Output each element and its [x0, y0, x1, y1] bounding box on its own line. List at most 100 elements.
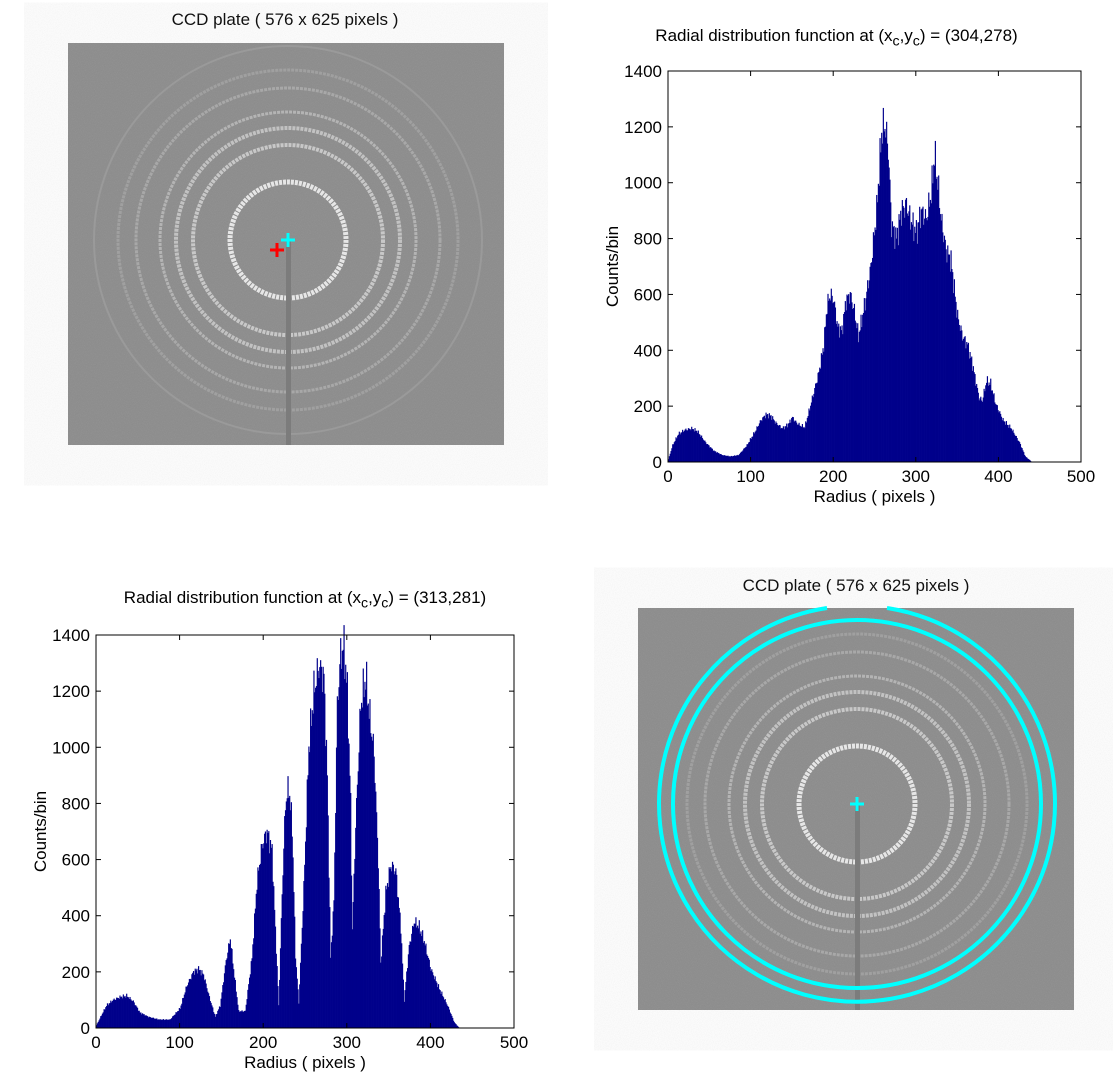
histogram-bar [747, 444, 749, 462]
histogram-bar [792, 417, 794, 462]
histogram-bar [451, 1015, 453, 1028]
histogram-bar [749, 438, 751, 462]
histogram-bar [991, 390, 993, 462]
histogram-bar [264, 831, 267, 1028]
histogram-bar [349, 775, 351, 1028]
histogram-bar [255, 893, 257, 1028]
histogram-bar [218, 1009, 220, 1028]
histogram-bar [790, 422, 792, 462]
histogram-bar [1010, 428, 1012, 462]
histogram-bar [289, 810, 292, 1028]
histogram-bar [129, 996, 131, 1028]
histogram-bar [186, 986, 188, 1028]
histogram-bar [103, 1009, 105, 1028]
histogram-bar [802, 427, 804, 462]
histogram-bar [246, 999, 248, 1028]
histogram-bar [864, 310, 866, 462]
histogram-bar [328, 877, 330, 1028]
histogram-bar [136, 1006, 138, 1028]
x-tick-label: 500 [500, 1033, 528, 1052]
histogram-bar [160, 1020, 162, 1028]
detected-center-marker [270, 243, 284, 257]
histogram-bar [859, 330, 861, 462]
histogram-bar [948, 254, 951, 462]
histogram-bar [674, 440, 676, 462]
histogram-bar [956, 317, 958, 462]
histogram-bar [714, 451, 716, 462]
histogram-bar [244, 1010, 246, 1028]
histogram-bar [1022, 450, 1024, 462]
histogram-bar [257, 867, 259, 1028]
histogram-bar [838, 337, 841, 462]
histogram-bar [187, 985, 189, 1028]
histogram-bar [673, 442, 675, 462]
histogram-bar [788, 422, 790, 462]
histogram-bar [872, 257, 874, 462]
histogram-bar [101, 1015, 103, 1028]
histogram-bar [803, 426, 805, 462]
histogram-bar [417, 925, 419, 1028]
histogram-bar [221, 992, 223, 1028]
histogram-bar [219, 1006, 221, 1028]
histogram-bar [995, 404, 997, 462]
title-prefix: Radial distribution function at (x [655, 26, 893, 45]
histogram-bar [958, 324, 960, 462]
histogram-bar [734, 455, 736, 462]
histogram-bar [997, 410, 999, 462]
histogram-bar [1025, 457, 1027, 462]
histogram-bar [417, 928, 420, 1028]
histogram-bar [840, 330, 842, 462]
histogram-bar [745, 446, 747, 462]
histogram-bar [824, 327, 826, 462]
histogram-bar [994, 402, 996, 462]
histogram-bar [406, 968, 409, 1028]
histogram-bar [876, 202, 879, 462]
histogram-bar [668, 456, 671, 462]
histogram-bar [298, 1003, 300, 1028]
histogram-bar [396, 874, 398, 1028]
histogram-bar [335, 812, 337, 1028]
histogram-bar [430, 970, 432, 1028]
histogram-bar [404, 990, 406, 1028]
histogram-bar [330, 942, 333, 1028]
histogram-bar [153, 1018, 155, 1028]
histogram-bar [398, 907, 400, 1028]
histogram-bar [353, 873, 355, 1028]
histogram-bar [192, 972, 194, 1028]
histogram-bar [927, 216, 929, 462]
histogram-bar [753, 433, 756, 462]
histogram-bar [771, 419, 773, 462]
histogram-bar [248, 984, 250, 1028]
histogram-bar [862, 312, 865, 462]
histogram-bar [820, 353, 822, 462]
histogram-bar [990, 390, 993, 462]
histogram-bar [948, 254, 950, 462]
histogram-bar [113, 998, 115, 1028]
histogram-bar [427, 955, 429, 1028]
histogram-bar [898, 214, 900, 462]
ccd-plate-panel-top: CCD plate ( 576 x 625 pixels ) [0, 0, 560, 460]
histogram-bar [159, 1019, 161, 1028]
histogram-bar [407, 954, 410, 1028]
ccd-plate-panel-bottom: CCD plate ( 576 x 625 pixels ) [560, 560, 1113, 1086]
histogram-bar [180, 1005, 182, 1028]
histogram-bar [431, 969, 433, 1028]
histogram-bar [759, 420, 761, 462]
histogram-bar [224, 965, 226, 1028]
histogram-bar [904, 217, 906, 462]
histogram-bar [671, 448, 673, 462]
histogram-bar [879, 138, 881, 462]
histogram-bar [1002, 417, 1004, 462]
histogram-bar [921, 208, 923, 462]
histogram-bar [678, 431, 680, 462]
histogram-bar [123, 996, 125, 1028]
histogram-bar [1007, 424, 1009, 462]
histogram-bar [312, 713, 314, 1028]
histogram-bar [761, 421, 763, 462]
histogram-bar [765, 412, 767, 462]
histogram-bar [236, 997, 238, 1028]
y-tick-label: 600 [62, 851, 90, 870]
histogram-bar [978, 400, 980, 462]
histogram-bar [748, 442, 750, 462]
rdf-plot-area-top: 0 100 200 300 400 500 0 200 400 600 800 1000 1200 140… [603, 62, 1095, 506]
